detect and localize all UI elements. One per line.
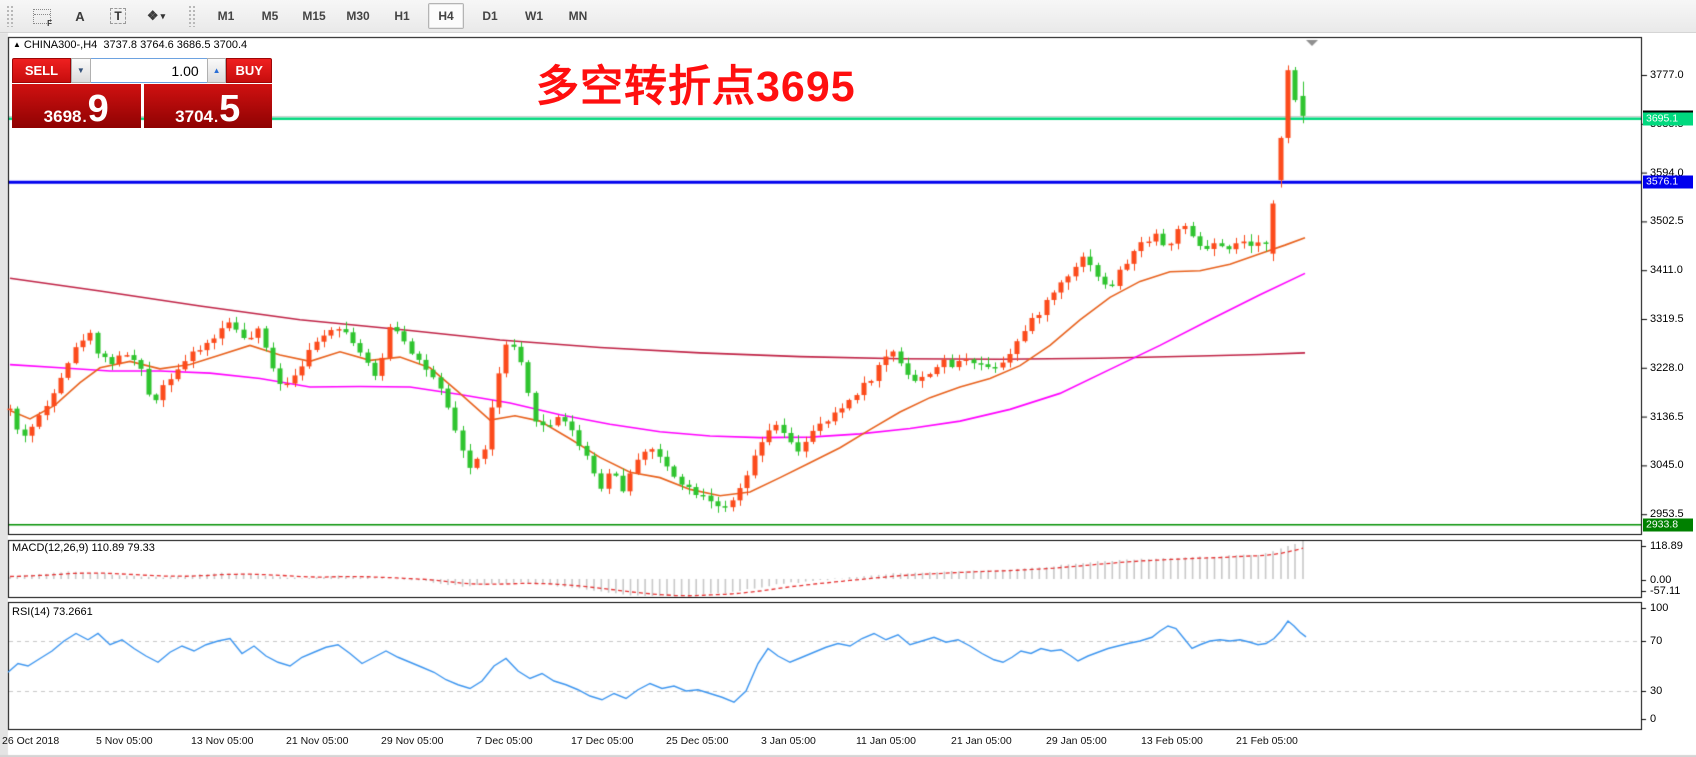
time-axis-label: 21 Jan 05:00 (951, 735, 1012, 747)
time-axis-label: 13 Feb 05:00 (1141, 735, 1203, 747)
hline-price-box: 3695.1 (1643, 112, 1693, 126)
price-tick-label: 3319.5 (1650, 312, 1684, 325)
time-axis-label: 26 Oct 2018 (2, 735, 60, 747)
volume-input[interactable] (90, 58, 207, 83)
time-axis-label: 21 Feb 05:00 (1236, 735, 1298, 747)
macd-indicator-label: MACD(12,26,9) 110.89 79.33 (12, 542, 155, 554)
rsi-axis-label: 30 (1650, 685, 1663, 697)
sell-button[interactable]: SELL (12, 58, 71, 83)
rsi-axis-label: 0 (1650, 713, 1657, 725)
price-tick-label: 2953.5 (1650, 508, 1684, 521)
time-axis-label: 21 Nov 05:00 (286, 735, 349, 747)
price-tick-label: 3045.0 (1650, 459, 1684, 472)
time-axis-label: 11 Jan 05:00 (856, 735, 916, 747)
sell-price-display[interactable]: 3698. 9 (12, 84, 141, 128)
collapse-triangle-icon[interactable]: ▲ (13, 40, 21, 49)
price-tick-label: 3228.0 (1650, 361, 1684, 374)
time-axis-label: 7 Dec 05:00 (476, 735, 533, 747)
buy-price-display[interactable]: 3704. 5 (143, 84, 272, 128)
rsi-axis-label: 100 (1650, 602, 1669, 614)
chart-annotation-text: 多空转折点3695 (536, 63, 856, 111)
time-axis-label: 29 Nov 05:00 (381, 735, 444, 747)
time-axis-label: 3 Jan 05:00 (761, 735, 816, 747)
volume-decrease-button[interactable]: ▼ (70, 58, 91, 83)
buy-button[interactable]: BUY (226, 58, 273, 83)
rsi-axis-label: 70 (1650, 635, 1663, 647)
price-tick-label: 3136.5 (1650, 410, 1684, 423)
macd-axis-label: 118.89 (1650, 540, 1683, 552)
price-tick-label: 3411.0 (1650, 264, 1683, 277)
time-axis-label: 17 Dec 05:00 (571, 735, 634, 747)
time-axis-label: 29 Jan 05:00 (1046, 735, 1107, 747)
rsi-indicator-label: RSI(14) 73.2661 (12, 606, 93, 618)
price-tick-label: 3502.5 (1650, 215, 1684, 228)
chart-symbol-header: ▲ CHINA300-,H4 3737.8 3764.6 3686.5 3700.… (13, 39, 248, 51)
price-tick-label: 3777.0 (1650, 69, 1684, 81)
time-axis-label: 25 Dec 05:00 (666, 735, 729, 747)
one-click-trade-panel: SELL ▼ ▲ BUY 3698.9 3704.5 (12, 58, 273, 128)
macd-axis-label: -57.11 (1650, 585, 1681, 597)
time-axis-label: 5 Nov 05:00 (96, 735, 153, 747)
volume-increase-button[interactable]: ▲ (206, 58, 227, 83)
hline-price-box: 2933.8 (1643, 518, 1693, 532)
time-axis-label: 13 Nov 05:00 (191, 735, 254, 747)
hline-price-box: 3576.1 (1643, 175, 1693, 189)
macd-axis-label: 0.00 (1650, 574, 1672, 586)
price-tick-label: 3594.0 (1650, 166, 1684, 179)
